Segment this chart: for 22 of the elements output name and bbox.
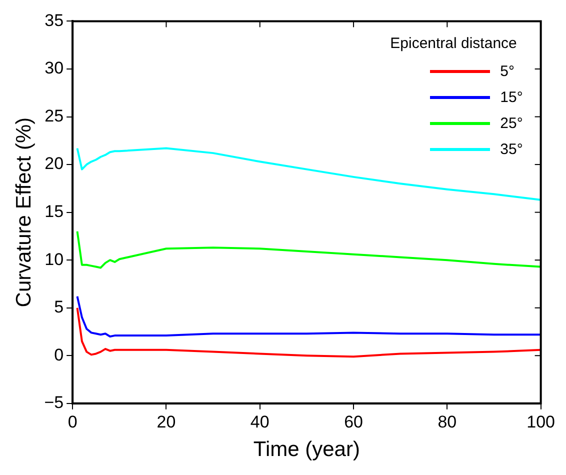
x-tick-label: 20 xyxy=(156,412,176,432)
y-tick-label: 20 xyxy=(44,154,64,174)
y-tick-label: −5 xyxy=(44,393,64,412)
y-tick-label: 10 xyxy=(44,250,64,269)
x-axis-title: Time (year) xyxy=(253,438,360,462)
y-tick-label: 0 xyxy=(54,345,64,364)
legend-title: Epicentral distance xyxy=(390,35,518,52)
legend-label: 25° xyxy=(500,114,523,132)
x-tick-label: 80 xyxy=(438,412,457,432)
y-tick-label: 35 xyxy=(44,10,64,30)
x-tick-label: 0 xyxy=(68,412,78,432)
y-tick-label: 5 xyxy=(54,298,64,317)
x-tick-label: 100 xyxy=(526,412,556,432)
x-tick-label: 60 xyxy=(344,412,363,432)
y-tick-label: 15 xyxy=(44,202,64,221)
y-axis-title: Curvature Effect (%) xyxy=(12,117,36,308)
x-tick-label: 40 xyxy=(250,412,270,432)
legend-label: 35° xyxy=(500,140,523,158)
legend-label: 5° xyxy=(500,62,514,80)
y-tick-label: 30 xyxy=(44,58,64,78)
y-tick-label: 25 xyxy=(44,106,64,126)
legend-label: 15° xyxy=(500,88,523,106)
